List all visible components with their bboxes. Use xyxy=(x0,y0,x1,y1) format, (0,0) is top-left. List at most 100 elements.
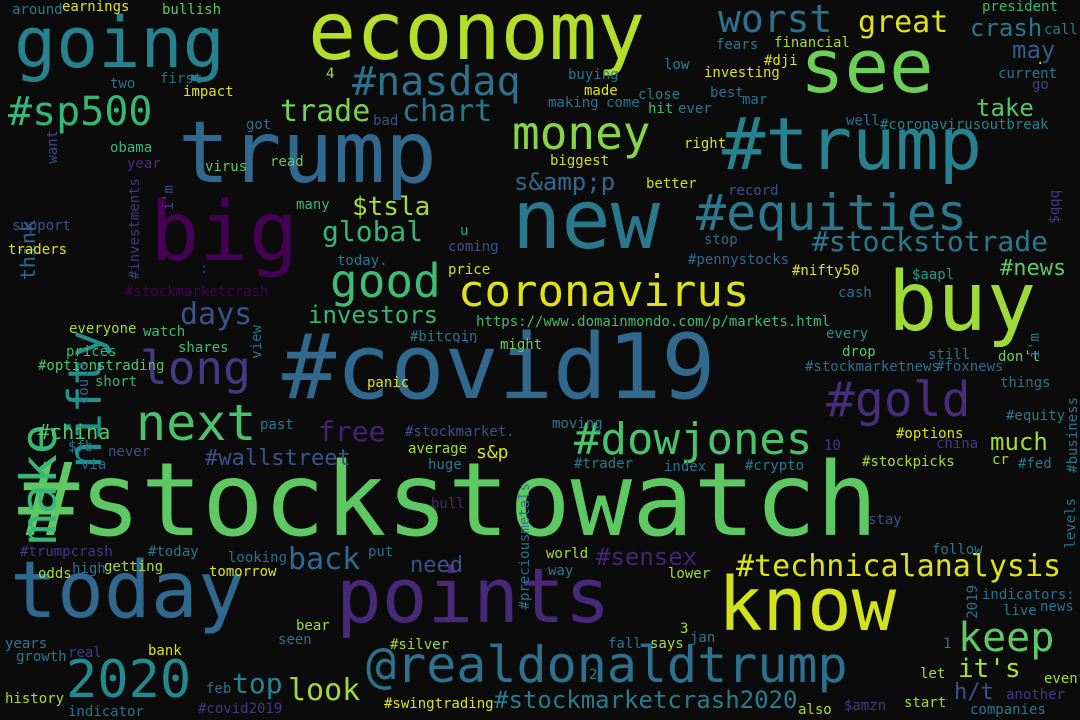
cloud-word: prices xyxy=(66,344,117,360)
cloud-word: going xyxy=(14,2,225,84)
cloud-word: . xyxy=(1036,52,1045,68)
cloud-word: big xyxy=(150,185,299,280)
cloud-word: #news xyxy=(1000,256,1067,281)
cloud-word: could xyxy=(76,362,92,405)
cloud-word: worst xyxy=(718,0,833,41)
cloud-word: virus xyxy=(205,159,248,175)
cloud-word: #nifty50 xyxy=(792,263,860,279)
cloud-word: #sensex xyxy=(596,543,698,571)
cloud-word: call xyxy=(1044,22,1078,38)
cloud-word: it's xyxy=(958,654,1021,684)
cloud-word: #trumpcrash xyxy=(20,544,113,560)
cloud-word: #investments xyxy=(127,178,143,280)
cloud-word: need xyxy=(410,553,463,578)
cloud-word: close xyxy=(638,87,681,103)
cloud-word: shares xyxy=(178,340,229,356)
cloud-word: year xyxy=(127,156,161,172)
cloud-word: index xyxy=(664,459,707,475)
cloud-word: s&p xyxy=(476,442,509,463)
cloud-word: 10 xyxy=(824,438,841,454)
cloud-word: never xyxy=(108,444,151,460)
cloud-word: right xyxy=(684,136,727,152)
cloud-word: $amzn xyxy=(844,698,887,714)
cloud-word: #stockmarket. xyxy=(405,424,515,440)
cloud-word: view xyxy=(249,325,265,359)
cloud-word: odds xyxy=(38,566,72,582)
cloud-word: price xyxy=(448,262,491,278)
cloud-word: economy xyxy=(308,0,646,78)
cloud-word: cash xyxy=(838,285,872,301)
cloud-word: real xyxy=(68,645,102,661)
cloud-word: next xyxy=(136,394,257,452)
cloud-word: says xyxy=(650,636,684,652)
cloud-word: traders xyxy=(8,242,68,258)
cloud-word: 4 xyxy=(326,66,335,82)
cloud-word: buy xyxy=(888,255,1037,350)
cloud-word: go xyxy=(1032,77,1049,93)
cloud-word: #covid2019 xyxy=(198,701,283,717)
cloud-word: bear xyxy=(296,618,330,634)
cloud-word: another xyxy=(1006,687,1066,703)
cloud-word: chart xyxy=(402,94,493,129)
cloud-word: may xyxy=(1012,36,1056,64)
cloud-word: impact xyxy=(183,84,234,100)
cloud-word: biggest xyxy=(550,153,610,169)
cloud-word: trade xyxy=(280,94,371,129)
cloud-word: #trader xyxy=(574,456,634,472)
cloud-word: put xyxy=(368,544,394,560)
cloud-word: global xyxy=(322,215,424,248)
cloud-word: ... xyxy=(454,331,480,347)
cloud-word: low xyxy=(664,57,690,73)
cloud-word: world xyxy=(546,546,589,562)
cloud-word: jan xyxy=(690,630,716,646)
cloud-word: i'm xyxy=(161,185,177,211)
cloud-word: still xyxy=(928,347,971,363)
cloud-word: bank xyxy=(148,643,182,659)
cloud-word: coming xyxy=(448,239,499,255)
cloud-word: average xyxy=(408,441,468,457)
cloud-word: around xyxy=(12,2,63,18)
cloud-word: #technicalanalysis xyxy=(736,549,1062,584)
cloud-word: #foxnews xyxy=(936,359,1004,375)
cloud-word: indicator xyxy=(68,704,144,720)
cloud-word: let xyxy=(920,666,946,682)
cloud-word: long xyxy=(140,341,251,395)
cloud-word: free xyxy=(318,415,386,448)
cloud-word: live xyxy=(1003,603,1037,619)
cloud-word: current xyxy=(998,66,1058,82)
cloud-word: hit xyxy=(648,101,674,117)
cloud-word: well xyxy=(846,113,880,129)
cloud-word: $tsla xyxy=(352,192,431,222)
cloud-word: @realdonaldtrump xyxy=(366,636,848,694)
cloud-word: #bitcoin xyxy=(410,329,478,345)
cloud-word: $fb xyxy=(68,439,94,455)
cloud-word: short xyxy=(95,374,138,390)
cloud-word: 2020 xyxy=(66,650,192,710)
cloud-word: #options xyxy=(896,426,964,442)
cloud-word: today xyxy=(10,546,245,636)
cloud-word: #gold xyxy=(826,372,971,428)
cloud-word: #trump xyxy=(722,102,983,186)
cloud-word: indicators: xyxy=(982,587,1075,603)
cloud-word: #nasdaq xyxy=(352,59,521,105)
cloud-word: made xyxy=(584,83,618,99)
cloud-word: 2 xyxy=(589,667,598,683)
cloud-word: investing xyxy=(704,65,780,81)
cloud-word: lower xyxy=(668,566,711,582)
cloud-word: h/t xyxy=(954,680,994,705)
cloud-word: bull xyxy=(431,496,465,512)
cloud-word: 3 xyxy=(680,621,689,637)
cloud-word: record xyxy=(728,183,779,199)
cloud-word: much xyxy=(990,428,1048,456)
cloud-word: might xyxy=(500,337,543,353)
cloud-word: today. xyxy=(337,253,388,269)
cloud-word: follow xyxy=(932,542,983,558)
cloud-word: https://www.domainmondo.com/p/markets.ht… xyxy=(476,314,831,330)
cloud-word: support xyxy=(12,218,72,234)
cloud-word: know xyxy=(718,562,897,648)
cloud-word: #covid19 xyxy=(282,315,716,420)
cloud-word: : xyxy=(200,261,209,277)
cloud-word: tomorrow xyxy=(209,564,277,580)
cloud-word: looking xyxy=(228,550,288,566)
cloud-word: want xyxy=(45,130,61,164)
